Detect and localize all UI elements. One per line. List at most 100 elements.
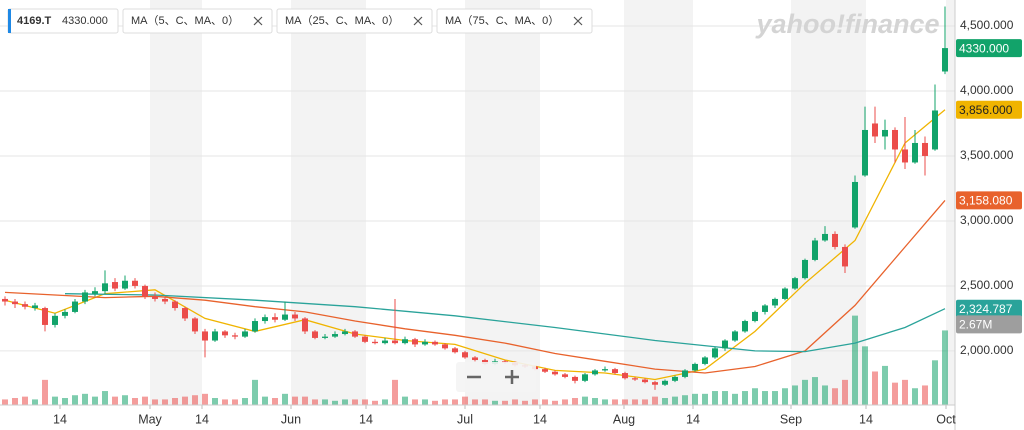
volume-bar [232,399,238,405]
volume-bar [912,388,918,405]
candle-body [632,378,638,380]
candle-body [32,305,38,309]
volume-bar [532,399,538,405]
volume-bar [712,391,718,405]
volume-bar [502,400,508,405]
indicator-chip[interactable]: MA（25、C、MA、0） [276,8,433,34]
ma-last-tag-box [956,100,1022,119]
volume-bar [902,379,908,405]
candle-body [912,142,918,163]
volume-bar [482,399,488,405]
candle-body [102,283,108,292]
volume-bar [852,315,858,405]
candle-body [692,363,698,371]
candle-body [162,298,168,302]
close-icon[interactable] [573,16,583,26]
candle-body [52,315,58,325]
candle-body [642,379,648,383]
candle-body [622,373,628,379]
volume-bar [432,400,438,405]
volume-bar [732,393,738,405]
last-close-tag: 4330.000 [959,41,1009,55]
volume-bar [512,399,518,405]
candle-body [382,340,388,344]
candle-body [112,282,118,289]
x-tick-label: Oct [936,412,956,426]
candle-body [252,321,258,332]
candle-body [712,348,718,358]
volume-bar [152,399,158,405]
volume-bar [342,399,348,405]
candle-body [142,285,148,297]
candle-body [212,331,218,341]
volume-bar [682,395,688,405]
volume-bar [302,396,308,405]
candle-body [752,311,758,322]
period-band [946,0,955,405]
period-band [291,0,366,405]
candle-body [672,376,678,381]
volume-bar [372,400,378,405]
candle-body [542,369,548,372]
indicator-chips: MA（5、C、MA、0） MA（25、C、MA、0） MA（75、C、MA、0） [122,8,593,34]
volume-bar [782,388,788,405]
candle-body [302,318,308,332]
candle-body [732,331,738,341]
x-tick-label: 14 [533,412,547,426]
candle-body [802,259,808,279]
candle-body [682,370,688,377]
candle-body [592,370,598,375]
ma-last-tag-box [956,191,1022,210]
volume-bar [842,379,848,405]
candle-body [352,331,358,337]
close-icon[interactable] [253,16,263,26]
candle-body [762,305,768,312]
ma-line [64,293,946,353]
indicator-chip[interactable]: MA（75、C、MA、0） [436,8,593,34]
volume-bar [812,377,818,405]
candle-body [362,336,368,342]
candle-body [22,304,28,307]
volume-bar [872,371,878,405]
chip-accent [8,9,11,33]
volume-bar [52,396,58,405]
volume-bar [172,398,178,405]
volume-bar [622,399,628,405]
y-tick-label: 4,000.000 [960,83,1014,97]
symbol-chip[interactable]: 4169.T 4330.000 [7,8,119,34]
chip-box [276,8,433,34]
y-tick-label: 3,500.000 [960,148,1014,162]
volume-bar [612,399,618,405]
volume-bar [542,399,548,405]
ma-line [4,199,946,374]
volume-bar [212,398,218,405]
volume-bar [2,399,8,405]
candle-body [792,278,798,289]
volume-bar [652,396,658,405]
candle-body [152,296,158,299]
volume-bar [402,396,408,405]
candle-body [852,181,858,228]
volume-bar [292,396,298,405]
volume-bar [762,391,768,405]
candle-body [882,129,888,137]
volume-bar [922,385,928,405]
candle-body [652,382,658,385]
candle-body [902,149,908,163]
volume-bar [222,399,228,405]
volume-bar [42,379,48,405]
candle-body [742,321,748,332]
period-band [624,0,693,405]
volume-bar [562,399,568,405]
volume-bar [882,365,888,405]
volume-bar [162,399,168,405]
volume-bar [422,399,428,405]
candle-body [602,369,608,371]
candle-body [222,331,228,336]
candle-body [432,341,438,345]
close-icon[interactable] [413,16,423,26]
indicator-chip[interactable]: MA（5、C、MA、0） [122,8,273,34]
period-band [465,0,540,405]
volume-bar [252,379,258,405]
